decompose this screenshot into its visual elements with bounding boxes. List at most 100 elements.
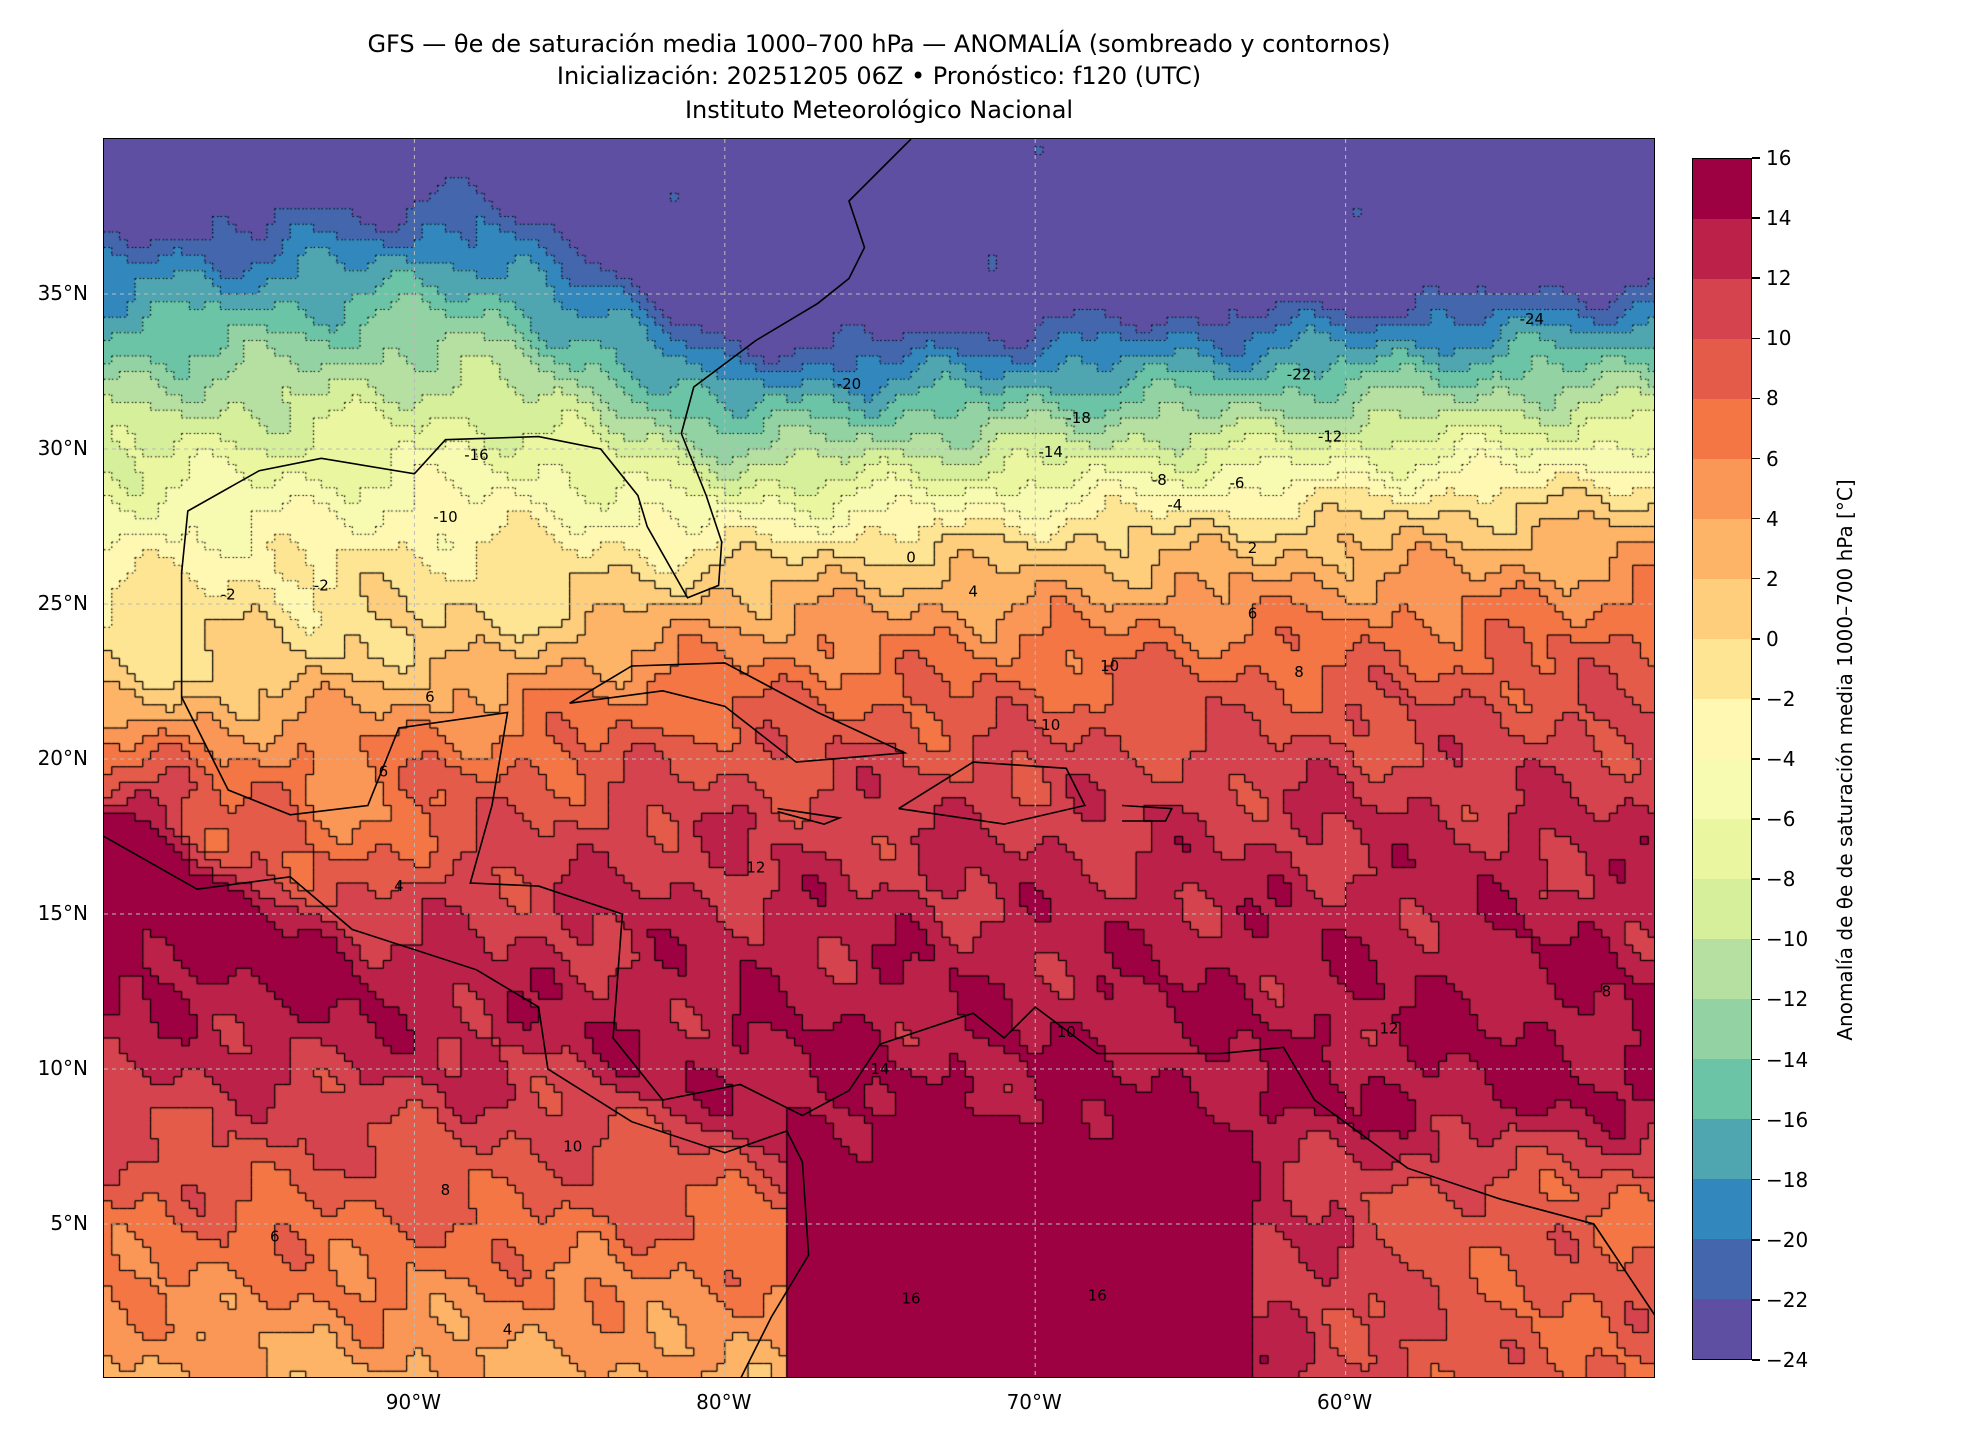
- colorbar-segment: [1693, 579, 1751, 639]
- colorbar-segment: [1693, 759, 1751, 819]
- contour-label: 12: [746, 859, 765, 877]
- colorbar-segment: [1693, 1059, 1751, 1119]
- colorbar-tick-label: 12: [1766, 266, 1792, 291]
- colorbar-tick-label: −24: [1766, 1348, 1809, 1372]
- colorbar-tick-label: −8: [1766, 867, 1796, 892]
- colorbar-segment: [1693, 939, 1751, 999]
- y-tick-label: 15°N: [37, 901, 88, 925]
- contour-label: 2: [1248, 539, 1258, 557]
- colorbar-tick-label: 6: [1766, 446, 1779, 471]
- contour-label: -6: [1229, 474, 1244, 492]
- contour-label: 8: [441, 1181, 451, 1199]
- colorbar-segment: [1693, 519, 1751, 579]
- y-tick-label: 20°N: [37, 746, 88, 770]
- colorbar-tick-label: −16: [1766, 1107, 1809, 1132]
- colorbar-tick: [1752, 698, 1760, 700]
- contour-label: 6: [1248, 604, 1258, 622]
- contour-label: -10: [433, 508, 458, 526]
- contour-label: 12: [1380, 1020, 1399, 1038]
- anomaly-shading: [104, 139, 1654, 1377]
- colorbar-segment: [1693, 639, 1751, 699]
- y-tick-label: 5°N: [50, 1211, 88, 1235]
- colorbar-segment: [1693, 999, 1751, 1059]
- colorbar-tick-label: −12: [1766, 987, 1809, 1012]
- contour-label: 6: [425, 688, 435, 706]
- map-plot-area: -24 -22 -20 -18 -16 -14 -12 -10 -8 -6 -4 -2 -2 0 2 4 6 6 8…: [103, 138, 1655, 1378]
- chart-title: GFS — θe de saturación media 1000–700 hP…: [367, 30, 1391, 58]
- colorbar-segment: [1693, 1119, 1751, 1179]
- colorbar-segment: [1693, 879, 1751, 939]
- coastline-jamaica: [777, 807, 843, 825]
- contour-label: -16: [464, 446, 489, 464]
- contour-label: 6: [270, 1227, 280, 1245]
- contour-label: 16: [1088, 1286, 1107, 1304]
- colorbar-segment: [1693, 1179, 1751, 1239]
- colorbar-tick: [1752, 818, 1760, 820]
- colorbar-segment: [1693, 159, 1751, 219]
- contour-label: 6: [379, 762, 389, 780]
- coastline-pacific: [104, 835, 810, 1377]
- y-tick-label: 25°N: [37, 591, 88, 615]
- chart-institution: Instituto Meteorológico Nacional: [684, 96, 1074, 124]
- contour-label: 10: [1100, 657, 1119, 675]
- contour-label: 10: [563, 1138, 582, 1156]
- colorbar-segment: [1693, 699, 1751, 759]
- x-tick-label: 80°W: [696, 1390, 752, 1414]
- colorbar-segment: [1693, 219, 1751, 279]
- colorbar-tick-label: 8: [1766, 386, 1779, 411]
- coastline-caribbean-mainland: [180, 573, 1654, 1316]
- colorbar-tick-label: 10: [1766, 326, 1792, 351]
- contour-label: -24: [1520, 310, 1545, 328]
- colorbar-tick: [1752, 1178, 1760, 1181]
- colorbar-tick: [1752, 397, 1760, 400]
- contour-label: -14: [1038, 443, 1063, 461]
- contour-label: 4: [503, 1320, 513, 1338]
- coastline-us: [180, 139, 912, 599]
- x-tick-label: 90°W: [385, 1390, 442, 1414]
- chart-subtitle-init-forecast: Inicialización: 20251205 06Z • Pronóstic…: [556, 62, 1202, 90]
- colorbar-segment: [1693, 399, 1751, 459]
- contour-label: 4: [968, 583, 978, 601]
- colorbar-tick-label: −4: [1766, 747, 1796, 771]
- colorbar-tick-label: −20: [1766, 1227, 1809, 1252]
- colorbar-tick: [1752, 1239, 1760, 1241]
- contour-label: 14: [870, 1060, 889, 1078]
- colorbar-tick: [1752, 758, 1760, 760]
- colorbar: [1692, 158, 1752, 1360]
- colorbar-tick: [1752, 517, 1760, 520]
- colorbar-tick: [1752, 577, 1760, 580]
- colorbar-tick-label: 14: [1766, 206, 1792, 231]
- coastline-hispaniola: [898, 761, 1087, 825]
- colorbar-segment: [1693, 1299, 1751, 1359]
- contour-label: -2: [221, 586, 236, 604]
- colorbar-tick: [1752, 157, 1760, 159]
- colorbar-tick: [1752, 337, 1760, 340]
- colorbar-tick-label: 4: [1766, 506, 1779, 531]
- colorbar-tick-label: 2: [1766, 566, 1779, 591]
- colorbar-tick: [1752, 998, 1760, 1001]
- contour-label: -2: [314, 576, 329, 594]
- contour-label: -12: [1318, 428, 1343, 446]
- colorbar-tick-label: −6: [1766, 807, 1796, 832]
- colorbar-tick: [1752, 1118, 1760, 1121]
- colorbar-tick: [1752, 1299, 1760, 1301]
- contour-label: -18: [1066, 409, 1091, 427]
- colorbar-segment: [1693, 339, 1751, 399]
- contour-label: -8: [1152, 471, 1167, 489]
- colorbar-tick: [1752, 938, 1760, 941]
- colorbar-label: Anomalía de θe de saturación media 1000–…: [1833, 479, 1857, 1041]
- contour-label: 8: [1294, 663, 1304, 681]
- colorbar-segment: [1693, 1239, 1751, 1299]
- colorbar-tick: [1752, 217, 1760, 219]
- colorbar-tick: [1752, 1058, 1760, 1061]
- colorbar-tick-label: 0: [1766, 626, 1779, 651]
- coastline-puerto-rico: [1122, 804, 1174, 822]
- contour-label: 10: [1057, 1023, 1076, 1041]
- x-tick-label: 70°W: [1006, 1390, 1062, 1414]
- y-tick-label: 10°N: [37, 1056, 88, 1080]
- contour-label: 8: [1602, 983, 1612, 1001]
- contour-label: -20: [837, 375, 862, 393]
- colorbar-tick: [1752, 457, 1760, 460]
- colorbar-segment: [1693, 459, 1751, 519]
- contour-label: 16: [901, 1289, 920, 1307]
